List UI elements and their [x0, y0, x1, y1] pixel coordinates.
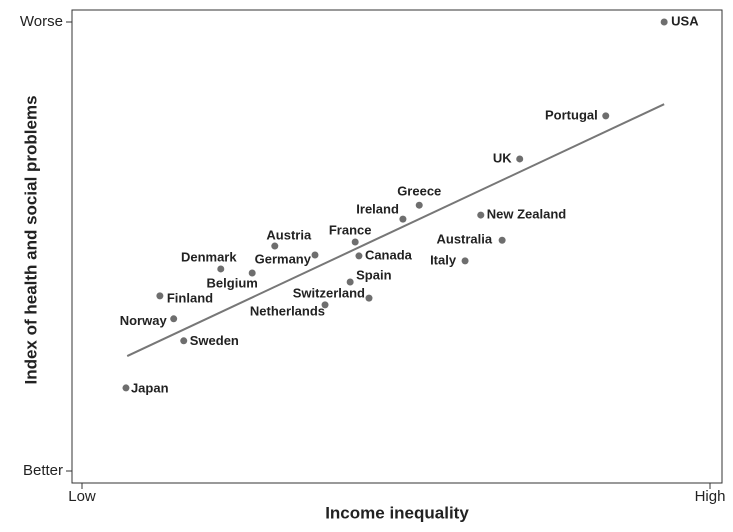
point [461, 257, 469, 265]
x-tick-label: High [695, 488, 726, 505]
point-label: Germany [255, 251, 312, 266]
point [355, 252, 363, 260]
point-label: Canada [365, 247, 413, 262]
point [498, 236, 506, 244]
point-label: France [329, 222, 372, 237]
point [321, 301, 329, 309]
point [122, 384, 130, 392]
point [311, 251, 319, 259]
point [170, 315, 178, 323]
point [248, 269, 256, 277]
point [602, 112, 610, 120]
plot-frame [71, 9, 723, 484]
x-axis-title: Income inequality [325, 503, 469, 522]
point-label: Sweden [190, 333, 239, 348]
point-label: Australia [436, 232, 492, 247]
point [217, 265, 225, 273]
point [415, 201, 423, 209]
point [516, 155, 524, 163]
point [156, 292, 164, 300]
point-label: Denmark [181, 249, 237, 264]
point [180, 337, 188, 345]
point [351, 238, 359, 246]
point-label: Portugal [545, 107, 598, 122]
point [477, 211, 485, 219]
point-label: Italy [430, 252, 457, 267]
trend-line [126, 103, 665, 357]
point-label: Netherlands [250, 303, 325, 318]
point-label: Japan [131, 380, 169, 395]
point-label: Switzerland [293, 286, 365, 301]
point [365, 294, 373, 302]
point [660, 18, 668, 26]
y-tick-label: Worse [20, 13, 63, 30]
point-label: UK [493, 150, 512, 165]
point-label: Norway [120, 313, 168, 328]
point-label: Belgium [207, 275, 258, 290]
point-label: USA [671, 13, 699, 28]
point-label: New Zealand [487, 207, 567, 222]
x-tick-label: Low [68, 488, 96, 505]
point-label: Ireland [356, 202, 399, 217]
y-tick-label: Better [23, 462, 63, 479]
point [346, 278, 354, 286]
point-label: Austria [266, 227, 312, 242]
point [271, 242, 279, 250]
y-axis-title: Index of health and social problems [21, 95, 40, 384]
point-label: Finland [167, 290, 213, 305]
point [399, 215, 407, 223]
point-label: Spain [356, 267, 391, 282]
point-label: Greece [397, 184, 441, 199]
